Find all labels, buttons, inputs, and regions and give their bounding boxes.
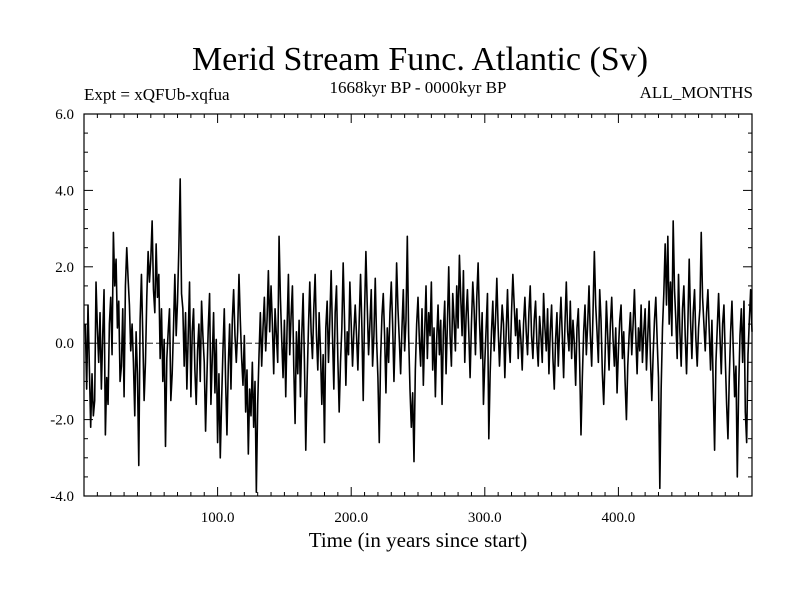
time-range-label: 1668kyr BP - 0000kyr BP [330, 78, 507, 97]
y-tick-label: 2.0 [55, 260, 74, 276]
tick-labels: 100.0 200.0 300.0 400.0 -4.0 -2.0 0.0 2.0 4.0 6.0 [50, 107, 635, 526]
series-line [84, 178, 753, 493]
y-tick-label: 0.0 [55, 336, 74, 352]
y-tick-label: 4.0 [55, 183, 74, 199]
y-tick-label: -2.0 [50, 413, 74, 429]
y-tick-label: -4.0 [50, 489, 74, 505]
y-tick-label: 6.0 [55, 107, 74, 123]
x-tick-label: 100.0 [201, 510, 235, 526]
months-label: ALL_MONTHS [640, 83, 753, 102]
x-tick-label: 200.0 [334, 510, 368, 526]
experiment-label: Expt = xQFUb-xqfua [84, 85, 230, 104]
x-tick-label: 300.0 [468, 510, 502, 526]
plot-frame [83, 113, 753, 497]
x-tick-label: 400.0 [602, 510, 636, 526]
chart-title: Merid Stream Func. Atlantic (Sv) [192, 41, 648, 78]
x-axis-label: Time (in years since start) [309, 528, 528, 552]
